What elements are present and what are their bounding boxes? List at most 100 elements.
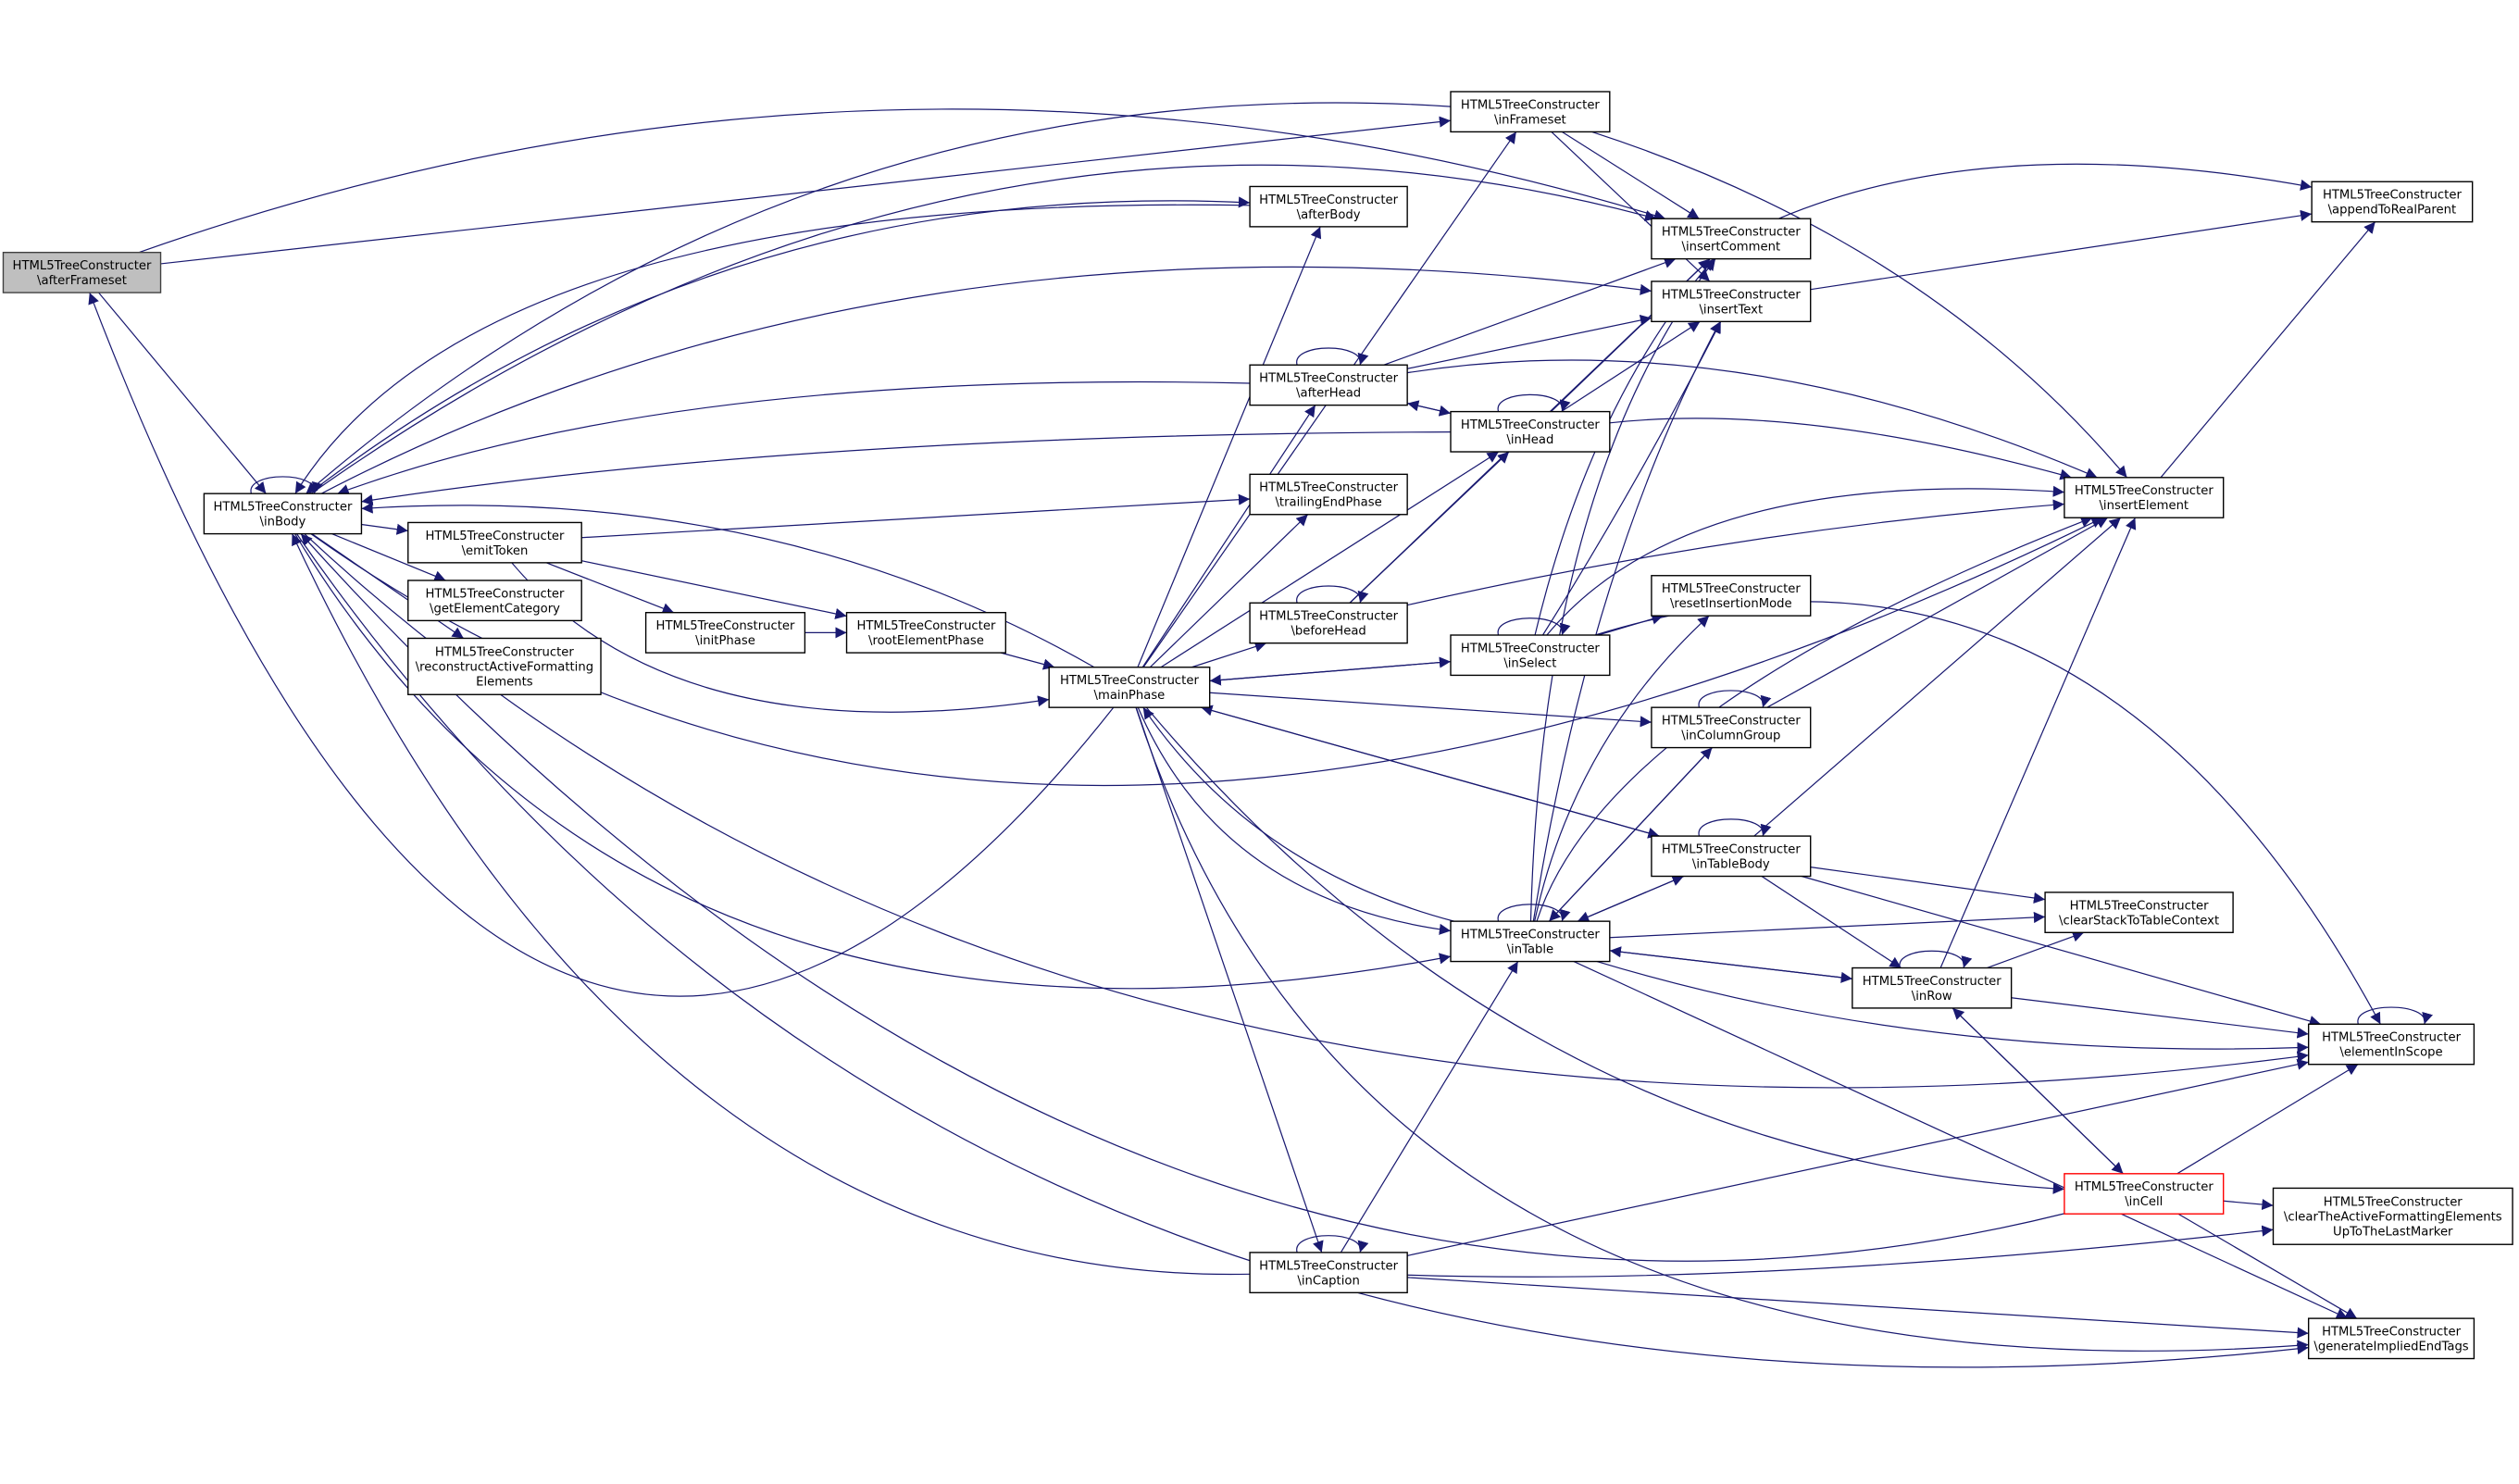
node-label: HTML5TreeConstructer xyxy=(1060,674,1199,688)
node-box xyxy=(203,493,363,535)
node-label: \clearTheActiveFormattingElements xyxy=(2284,1211,2502,1225)
node-label: \initPhase xyxy=(695,634,755,648)
node-label: \resetInsertionMode xyxy=(1670,597,1792,611)
edge-inCell-to-clearTheActive xyxy=(2223,1199,2274,1211)
edge-inSelect-to-insertElement xyxy=(1546,485,2064,636)
edge-inTable-to-inTable xyxy=(1497,904,1571,922)
edge-afterHead-to-insertElement xyxy=(1407,359,2098,479)
node-label: HTML5TreeConstructer xyxy=(656,619,795,633)
node-label: HTML5TreeConstructer xyxy=(1259,372,1398,386)
edge-insertElement-to-appendToRealParent xyxy=(2160,221,2376,479)
node-mainPhase[interactable]: HTML5TreeConstructer\mainPhase xyxy=(1048,667,1211,708)
edge-inTable-to-inTableBody xyxy=(1577,875,1684,922)
node-beforeHead[interactable]: HTML5TreeConstructer\beforeHead xyxy=(1249,602,1408,644)
node-label: HTML5TreeConstructer xyxy=(213,501,352,515)
edge-inColumnGroup-to-insertElement xyxy=(1766,517,2109,708)
edge-inHead-to-afterHead xyxy=(1407,400,1452,415)
node-afterFrameset[interactable]: HTML5TreeConstructer\afterFrameset xyxy=(2,251,162,293)
node-label: HTML5TreeConstructer xyxy=(2323,189,2462,203)
edge-afterFrameset-to-inFrameset xyxy=(160,116,1452,265)
node-box xyxy=(1450,634,1611,677)
node-insertElement[interactable]: HTML5TreeConstructer\insertElement xyxy=(2064,477,2225,518)
edge-mainPhase-to-inTable xyxy=(1137,706,1452,935)
node-label: HTML5TreeConstructer xyxy=(2322,1031,2461,1045)
edge-inTableBody-to-elementInScope xyxy=(1801,875,2322,1027)
node-inTable[interactable]: HTML5TreeConstructer\inTable xyxy=(1450,920,1611,963)
node-label: HTML5TreeConstructer xyxy=(1662,843,1801,857)
node-afterHead[interactable]: HTML5TreeConstructer\afterHead xyxy=(1249,364,1408,406)
node-trailingEndPhase[interactable]: HTML5TreeConstructer\trailingEndPhase xyxy=(1249,473,1408,516)
node-getElementCategory[interactable]: HTML5TreeConstructer\getElementCategory xyxy=(407,580,582,622)
edge-inHead-to-insertElement xyxy=(1609,418,2072,480)
node-box xyxy=(2044,892,2234,933)
node-label: HTML5TreeConstructer xyxy=(856,619,995,633)
node-box xyxy=(2307,1023,2475,1066)
node-label: HTML5TreeConstructer xyxy=(1461,642,1600,655)
node-box xyxy=(1450,410,1611,453)
node-appendToRealParent[interactable]: HTML5TreeConstructer\appendToRealParent xyxy=(2311,181,2474,223)
node-inFrameset[interactable]: HTML5TreeConstructer\inFrameset xyxy=(1450,91,1611,133)
edge-inBody-to-elementInScope xyxy=(304,533,2309,1089)
nodes: HTML5TreeConstructer\afterFrameset HTML5T… xyxy=(2,91,2513,1360)
edge-mainPhase-to-afterBody xyxy=(1137,226,1322,667)
node-insertComment[interactable]: HTML5TreeConstructer\insertComment xyxy=(1651,218,1812,260)
node-inColumnGroup[interactable]: HTML5TreeConstructer\inColumnGroup xyxy=(1651,706,1812,749)
edge-afterFrameset-to-inBody xyxy=(98,292,267,494)
edge-inCell-to-generateImpliedEndTags xyxy=(2177,1213,2358,1319)
edge-inBody-to-insertComment xyxy=(310,164,1657,494)
node-elementInScope[interactable]: HTML5TreeConstructer\elementInScope xyxy=(2307,1023,2475,1066)
edge-mainPhase-to-inColumnGroup xyxy=(1209,692,1652,728)
node-label: HTML5TreeConstructer xyxy=(1259,193,1398,207)
node-clearTheActive[interactable]: HTML5TreeConstructer\clearTheActiveForma… xyxy=(2272,1187,2513,1245)
node-initPhase[interactable]: HTML5TreeConstructer\initPhase xyxy=(644,611,806,654)
node-box xyxy=(1852,966,2013,1009)
edge-inBody-to-afterBody xyxy=(308,196,1251,494)
node-inSelect[interactable]: HTML5TreeConstructer\inSelect xyxy=(1450,634,1611,677)
node-inCaption[interactable]: HTML5TreeConstructer\inCaption xyxy=(1249,1252,1408,1294)
node-inCell[interactable]: HTML5TreeConstructer\inCell xyxy=(2064,1173,2225,1215)
node-inHead[interactable]: HTML5TreeConstructer\inHead xyxy=(1450,410,1611,453)
node-box xyxy=(2,251,162,293)
edge-mainPhase-to-trailingEndPhase xyxy=(1149,514,1309,668)
edge-beforeHead-to-beforeHead xyxy=(1296,585,1369,604)
edge-inTable-to-generateImpliedEndTags xyxy=(1573,961,2349,1319)
node-label: \insertText xyxy=(1699,303,1763,317)
node-resetInsertionMode[interactable]: HTML5TreeConstructer\resetInsertionMode xyxy=(1651,575,1812,617)
node-inRow[interactable]: HTML5TreeConstructer\inRow xyxy=(1852,966,2013,1009)
node-label: \inSelect xyxy=(1503,656,1556,670)
edge-inColumnGroup-to-inColumnGroup xyxy=(1698,690,1772,708)
edge-mainPhase-to-inCaption xyxy=(1135,706,1324,1253)
edge-inCell-to-inRow xyxy=(1952,1007,2124,1175)
node-inTableBody[interactable]: HTML5TreeConstructer\inTableBody xyxy=(1651,835,1812,878)
node-label: \getElementCategory xyxy=(430,602,560,616)
edge-inSelect-to-inSelect xyxy=(1497,617,1571,636)
node-label: HTML5TreeConstructer xyxy=(1461,929,1600,942)
node-label: \generateImpliedEndTags xyxy=(2313,1340,2468,1353)
edge-insertComment-to-appendToRealParent xyxy=(1778,163,2313,219)
edge-inTable-to-insertComment xyxy=(1529,258,1716,922)
node-box xyxy=(1249,364,1408,406)
edge-afterBody-to-inBody xyxy=(294,204,1251,494)
node-insertText[interactable]: HTML5TreeConstructer\insertText xyxy=(1651,281,1812,323)
node-reconstruct[interactable]: HTML5TreeConstructer\reconstructActiveFo… xyxy=(407,637,602,695)
node-rootElementPhase[interactable]: HTML5TreeConstructer\rootElementPhase xyxy=(845,611,1007,654)
node-box xyxy=(407,637,602,695)
node-label: \inCaption xyxy=(1297,1274,1359,1288)
node-generateImpliedEndTags[interactable]: HTML5TreeConstructer\generateImpliedEndT… xyxy=(2307,1317,2475,1360)
edge-inRow-to-inTable xyxy=(1609,946,1852,979)
edge-inTable-to-elementInScope xyxy=(1596,960,2309,1054)
node-box xyxy=(2064,477,2225,518)
node-label: \insertElement xyxy=(2099,499,2189,513)
node-emitToken[interactable]: HTML5TreeConstructer\emitToken xyxy=(407,521,582,564)
node-box xyxy=(1249,1252,1408,1294)
edge-inTable-to-resetInsertionMode xyxy=(1534,615,1710,922)
edge-inRow-to-elementInScope xyxy=(2011,997,2309,1039)
node-clearStackToTableContext[interactable]: HTML5TreeConstructer\clearStackToTableCo… xyxy=(2044,892,2234,933)
edge-inFrameset-to-inBody xyxy=(306,102,1452,494)
node-afterBody[interactable]: HTML5TreeConstructer\afterBody xyxy=(1249,185,1408,228)
edge-afterFrameset-to-insertComment xyxy=(138,108,1666,254)
node-label: HTML5TreeConstructer xyxy=(1662,715,1801,729)
node-box xyxy=(1450,91,1611,133)
node-inBody[interactable]: HTML5TreeConstructer\inBody xyxy=(203,493,363,535)
node-label: \emitToken xyxy=(462,544,529,558)
